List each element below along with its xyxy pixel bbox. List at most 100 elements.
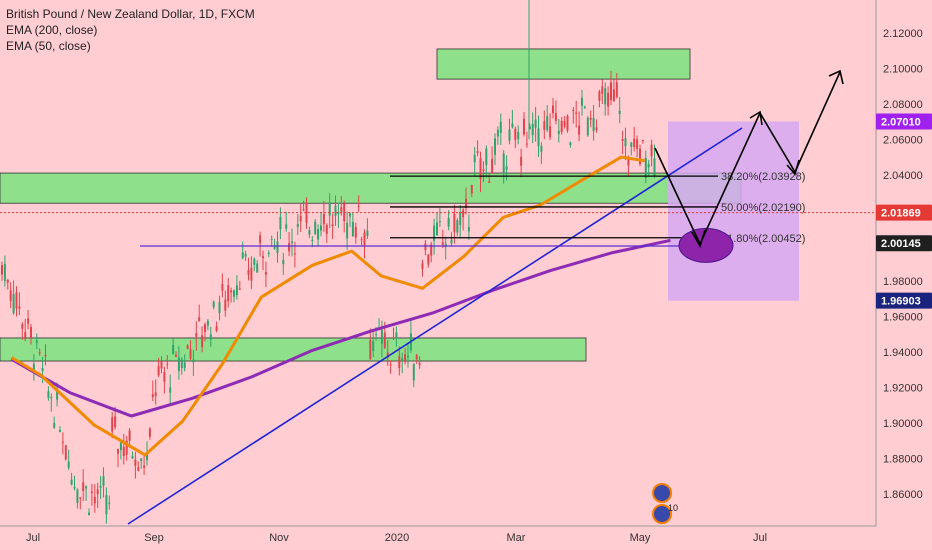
x-tick-label: Nov [269,532,289,544]
candle-body [624,138,627,147]
candle-body [146,454,148,461]
ema50-line [10,155,646,457]
candle-body [47,391,50,398]
event-markers[interactable]: 10 [652,483,678,524]
candle-body [296,224,299,227]
candle-body [41,367,44,371]
chart-title: British Pound / New Zealand Dollar, 1D, … [6,7,255,21]
candle-body [131,456,134,459]
candle-body [44,354,47,357]
candle-body [50,397,53,399]
candle-body [462,209,465,218]
candle-body [354,227,357,238]
candle-body [302,209,305,211]
candle-body [12,294,15,314]
candle-body [407,355,409,358]
candle-body [21,324,24,329]
price-tag-bg [876,292,932,309]
candle-body [282,259,285,265]
candle-body [96,489,99,495]
projection-box [668,121,799,301]
arrow-head-down [691,229,706,248]
candle-body [169,387,172,393]
price-tag-1: 2.01869 [876,204,932,221]
y-tick-label: 2.06000 [883,134,923,146]
candle-body [201,335,204,348]
time-axis[interactable]: Jul Sep Nov 2020 Mar May Jul [0,525,876,544]
candle-body [441,242,444,245]
candle-body [537,128,540,147]
candle-body [630,142,633,147]
candle-body [650,144,653,157]
candle-body [644,157,647,179]
x-tick-label: May [630,532,651,544]
candle-body [273,245,276,249]
candle-body [494,138,496,155]
candle-body [473,154,476,163]
candle-body [528,126,531,130]
candle-body [383,332,386,349]
candle-body [175,354,177,357]
price-tag-text: 2.00145 [881,238,921,250]
candle-body [586,117,589,136]
candle-body [102,476,105,486]
candle-body [267,252,270,254]
price-axis[interactable]: 1.86000 1.88000 1.90000 1.92000 1.94000 1.960… [875,0,923,526]
candle-body [166,363,169,365]
candle-body [404,354,407,362]
candle-body [369,340,372,360]
candle-body [227,285,230,302]
candle-body [331,224,334,227]
price-tag-2: 2.00145 [876,235,932,252]
candle-body [177,357,180,372]
candle-body [320,225,322,231]
candle-body [517,131,520,140]
candle-body [595,127,598,130]
y-tick-label: 2.04000 [883,170,923,182]
candle-body [552,105,554,114]
candle-body [636,139,639,149]
candle-body [119,442,122,451]
candle-body [534,119,537,128]
candle-body [618,110,621,114]
indicator-ema200[interactable]: EMA (200, close) [6,23,98,37]
candle-body [380,329,383,344]
candle-body [279,216,282,230]
supply-demand-zones [0,48,742,362]
candle-body [38,352,41,354]
candle-body [238,288,241,290]
candle-body [563,120,566,127]
candle-body [154,392,157,396]
y-tick-label: 1.92000 [883,383,923,395]
candle-body [511,123,514,128]
candle-body [221,284,224,291]
candle-body [523,118,525,135]
candle-body [363,232,366,246]
indicator-ema50[interactable]: EMA (50, close) [6,39,91,53]
candle-body [24,332,27,338]
candle-body [543,121,546,130]
arrow-head-up [749,110,763,126]
candle-body [557,130,560,135]
candle-body [117,449,119,454]
candle-body [328,203,331,216]
candle-body [314,221,317,235]
candle-body [85,486,88,489]
candle-body [502,153,505,173]
candle-body [264,272,267,275]
candle-body [386,352,389,358]
candle-body [322,213,325,225]
price-tag-bg [876,204,932,221]
candle-body [15,292,18,309]
candle-body [325,225,328,234]
price-tag-text: 2.01869 [881,208,921,220]
candle-body [233,290,235,297]
candle-body [299,215,302,222]
candle-body [140,458,143,462]
candle-body [607,92,610,107]
candle-body [209,334,212,340]
candle-body [157,366,160,376]
price-tag-3: 1.96903 [876,292,932,309]
x-tick-label: Sep [144,532,164,544]
